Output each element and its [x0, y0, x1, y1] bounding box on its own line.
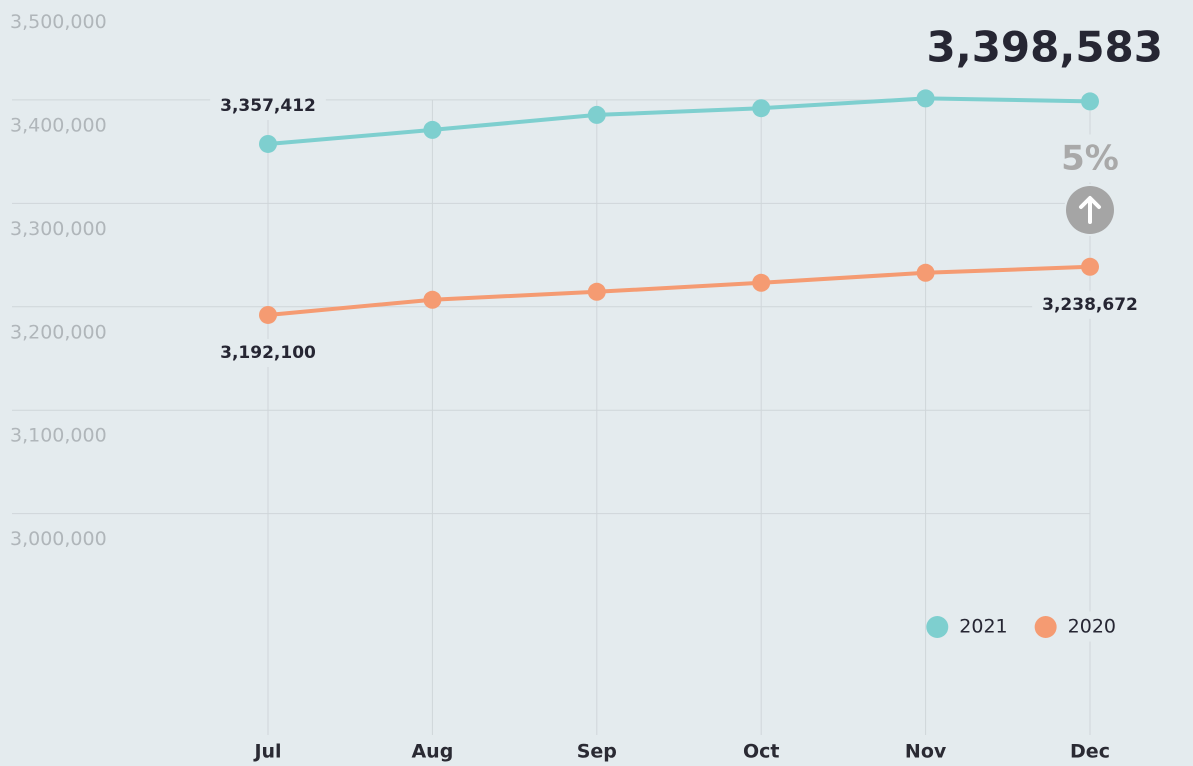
data-point — [423, 290, 442, 309]
change-annotation: 5% — [1061, 139, 1119, 179]
x-tick-label: Sep — [577, 741, 617, 763]
label-background — [1063, 611, 1120, 642]
legend-swatch — [926, 616, 949, 638]
y-tick-label: 3,200,000 — [10, 321, 107, 343]
label-background — [1032, 290, 1148, 319]
label-background — [210, 91, 326, 120]
series-line — [267, 264, 1091, 317]
data-point — [259, 305, 277, 324]
x-tick-label: Oct — [743, 741, 780, 763]
data-point — [916, 263, 935, 282]
lines — [259, 89, 1099, 324]
data-point — [423, 120, 442, 139]
y-tick-label: 3,100,000 — [10, 425, 107, 447]
x-tick-label: Aug — [411, 741, 453, 763]
y-tick-label: 3,000,000 — [10, 528, 107, 550]
x-tick-label: Jul — [252, 741, 281, 763]
legend-label: 2020 — [1068, 616, 1116, 638]
data-point — [1081, 92, 1099, 111]
y-tick-label: 3,400,000 — [10, 114, 107, 136]
data-point — [752, 99, 771, 118]
data-point — [259, 134, 277, 153]
data-label: 3,238,672 — [1042, 295, 1138, 315]
data-point — [916, 89, 935, 108]
headline-value: 3,398,583 — [927, 23, 1163, 72]
legend-label: 2021 — [959, 616, 1007, 638]
legend-swatch — [1034, 616, 1057, 638]
series-line — [267, 96, 1091, 146]
y-tick-label: 3,300,000 — [10, 218, 107, 240]
x-tick-label: Nov — [905, 741, 947, 763]
data-label: 3,357,412 — [220, 96, 316, 116]
data-point — [587, 105, 606, 124]
labels: 3,500,000 3,400,000 3,300,000 3,200,000 3,10… — [10, 11, 1163, 763]
change-arrow — [1079, 196, 1101, 224]
data-point — [1081, 257, 1099, 276]
x-tick-label: Dec — [1070, 741, 1110, 763]
y-tick-label: 3,500,000 — [10, 11, 107, 33]
label-background — [1055, 134, 1125, 183]
data-label: 3,192,100 — [220, 343, 316, 363]
data-point — [752, 273, 771, 292]
data-point — [587, 282, 606, 301]
label-background — [210, 338, 327, 367]
label-background — [955, 611, 1012, 642]
